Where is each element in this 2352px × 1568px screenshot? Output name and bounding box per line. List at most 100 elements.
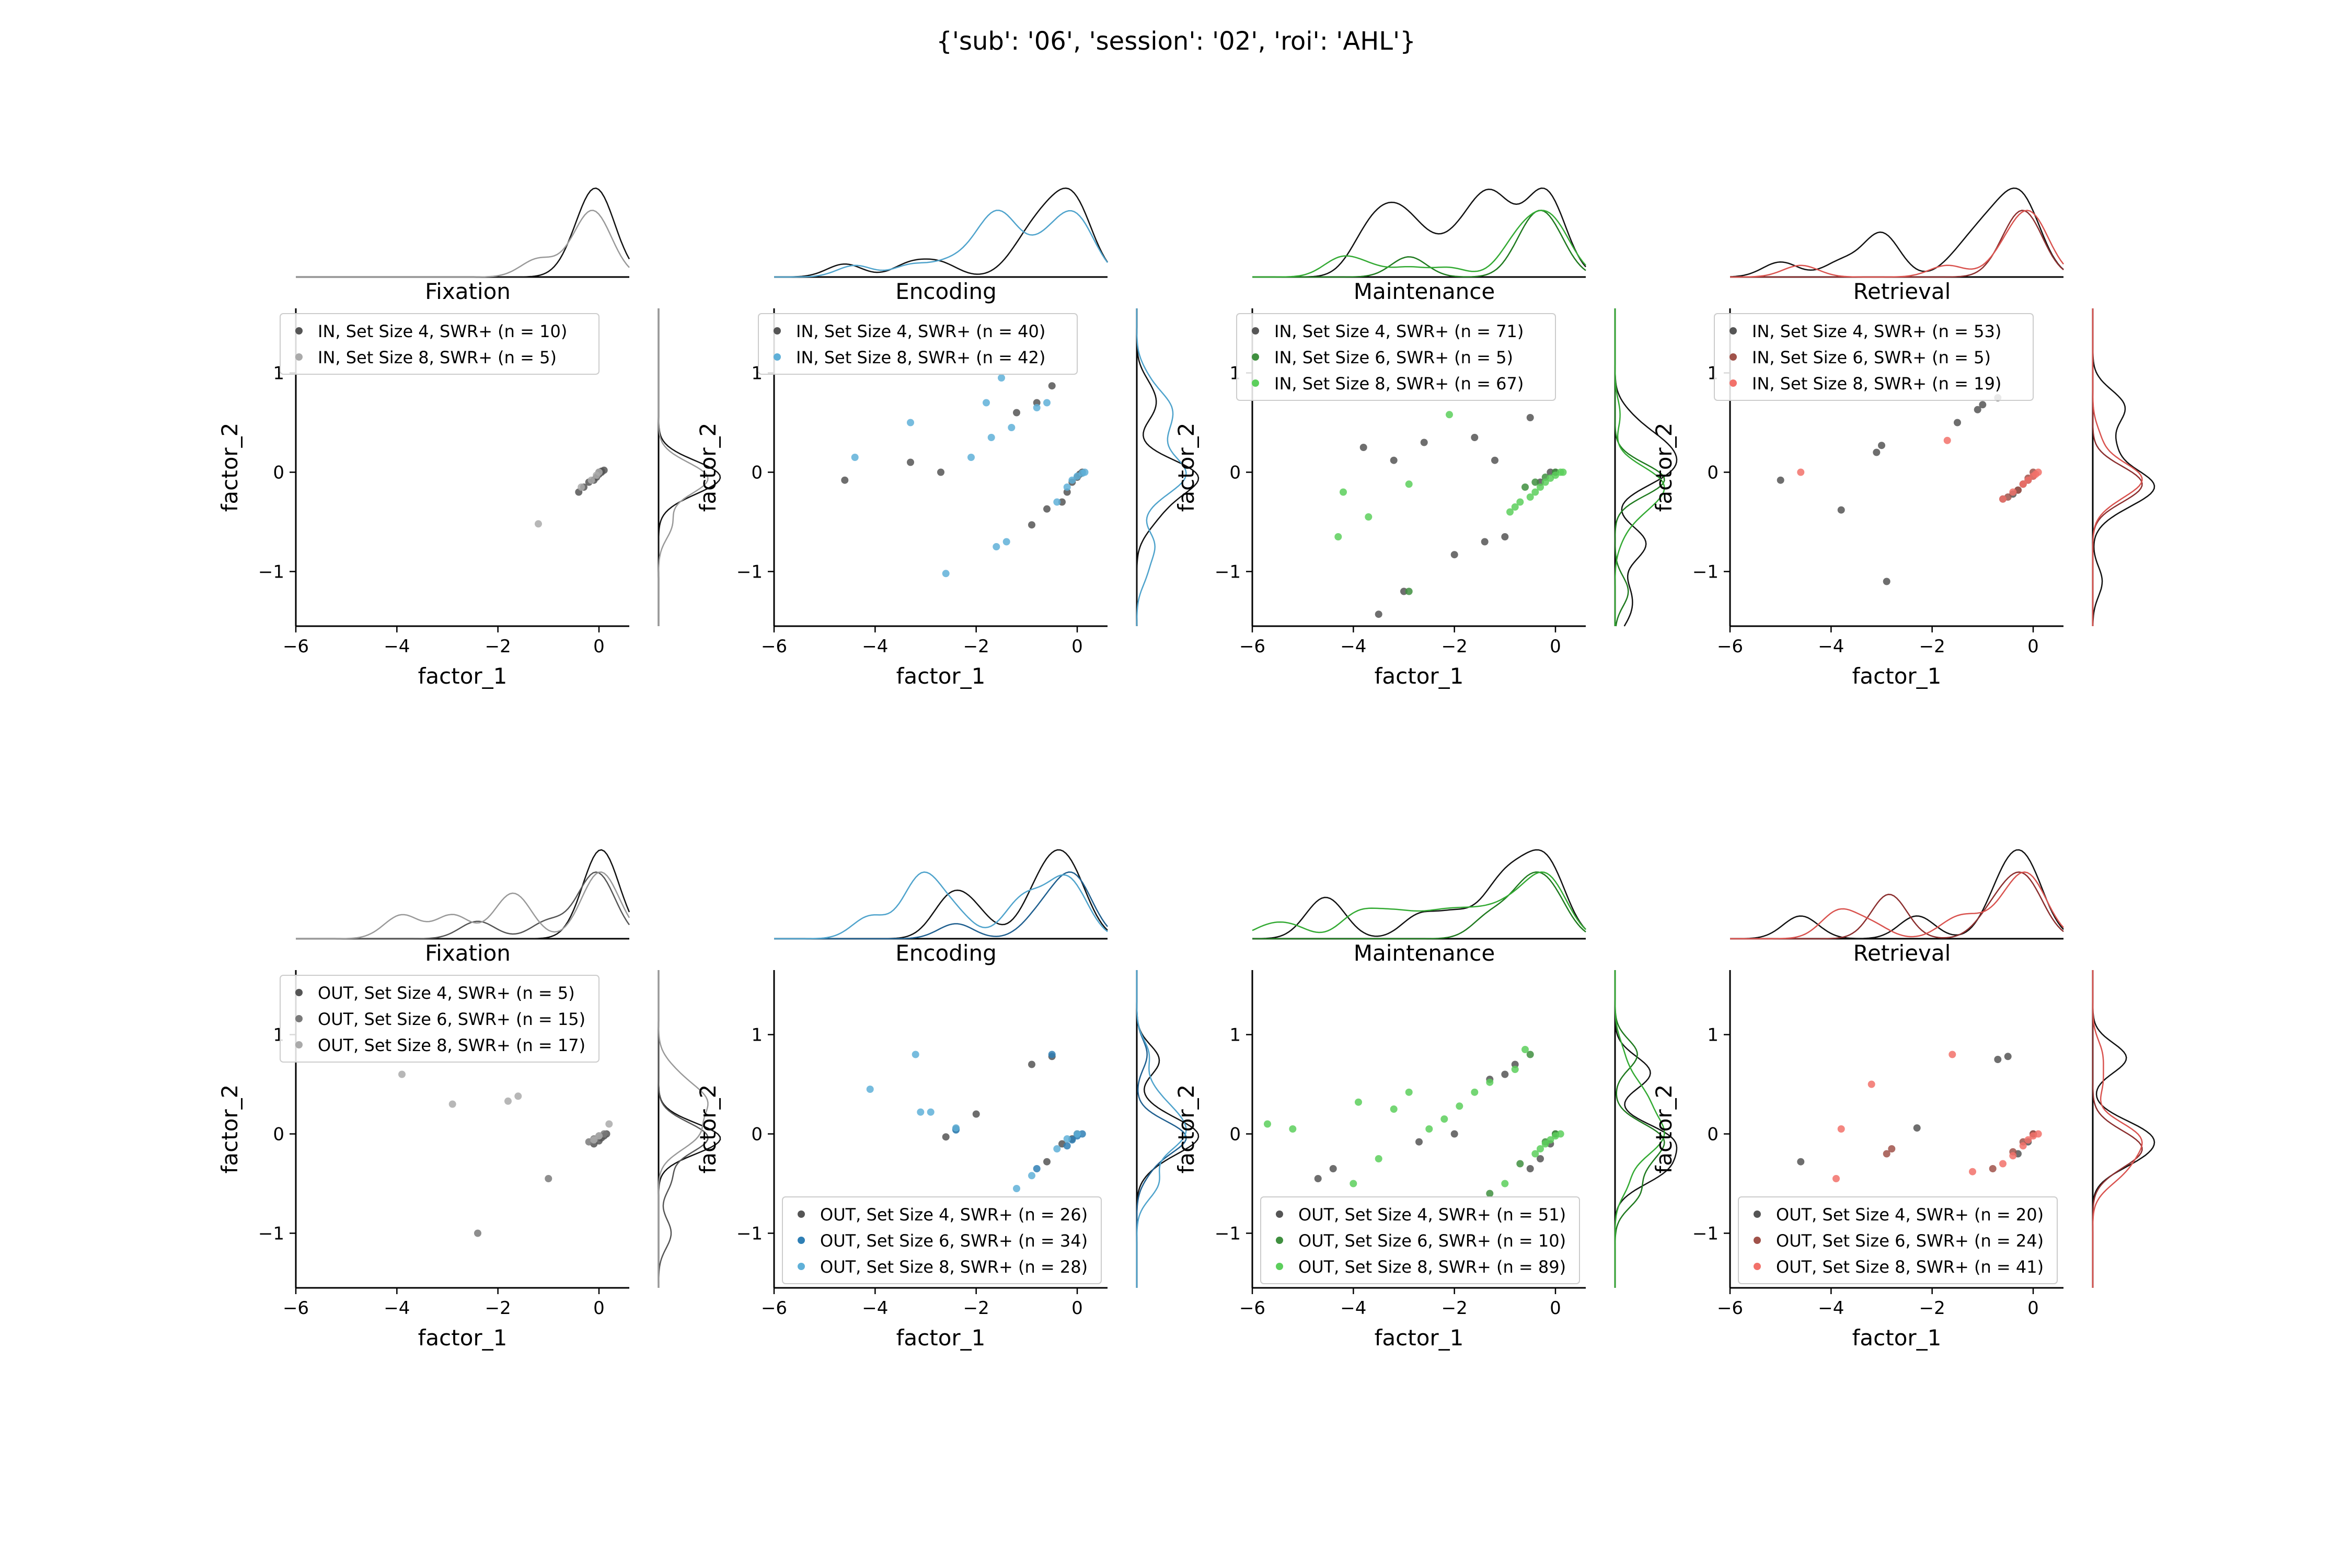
data-point [1511, 1066, 1519, 1073]
data-point [2009, 488, 2017, 496]
x-tick-label: −6 [761, 1298, 787, 1319]
data-point [1425, 1125, 1433, 1133]
y-axis-label: factor_2 [217, 423, 243, 512]
panel-title: Retrieval [1853, 940, 1951, 966]
data-point [1526, 414, 1534, 421]
legend-label: OUT, Set Size 6, SWR+ (n = 24) [1776, 1231, 2044, 1251]
data-point [2024, 1136, 2032, 1144]
legend-label: OUT, Set Size 6, SWR+ (n = 34) [820, 1231, 1088, 1251]
data-point [1008, 424, 1016, 431]
data-point [907, 458, 914, 466]
data-point [1390, 1105, 1398, 1113]
y-tick-label: 0 [1229, 1124, 1241, 1145]
x-tick-label: 0 [2027, 1298, 2039, 1319]
legend-marker [295, 353, 303, 361]
data-point [1063, 1135, 1071, 1143]
x-tick-label: −4 [1818, 636, 1844, 657]
data-point [398, 1070, 406, 1078]
data-point [1002, 538, 1010, 546]
data-point [545, 1175, 552, 1182]
legend-marker [798, 1263, 805, 1270]
data-point [1471, 434, 1479, 441]
x-tick-label: 0 [593, 636, 605, 657]
top-density-curve [1252, 871, 1586, 933]
data-point [1559, 468, 1567, 476]
x-tick-label: −6 [283, 1298, 309, 1319]
data-point [1289, 1125, 1297, 1133]
data-point [448, 1100, 456, 1108]
legend-label: OUT, Set Size 8, SWR+ (n = 89) [1298, 1257, 1566, 1277]
data-point [1053, 498, 1061, 506]
data-point [1078, 1130, 1086, 1138]
x-axis-label: factor_1 [418, 663, 508, 689]
data-point [1943, 436, 1951, 444]
y-tick-label: 0 [1707, 1124, 1719, 1145]
legend-marker [295, 989, 303, 996]
right-density-curve [658, 308, 709, 626]
legend-marker [774, 353, 781, 361]
data-point [474, 1229, 481, 1237]
legend-label: OUT, Set Size 8, SWR+ (n = 28) [820, 1257, 1088, 1277]
top-density-curve [1252, 849, 1586, 940]
data-point [972, 1110, 980, 1118]
legend-label: OUT, Set Size 8, SWR+ (n = 41) [1776, 1257, 2044, 1277]
x-tick-label: −6 [283, 636, 309, 657]
panel-title: Fixation [425, 279, 511, 304]
data-point [1883, 578, 1890, 585]
data-point [1074, 1130, 1081, 1138]
legend-marker [1276, 1237, 1283, 1244]
data-point [1537, 483, 1544, 491]
x-axis-label: factor_1 [896, 1325, 986, 1351]
legend-marker [1730, 327, 1737, 335]
data-point [1913, 1124, 1921, 1132]
x-axis-label: factor_1 [1852, 1325, 1942, 1351]
legend-label: IN, Set Size 4, SWR+ (n = 71) [1274, 321, 1524, 341]
panel-title: Maintenance [1354, 940, 1495, 966]
data-point [998, 374, 1005, 382]
y-tick-label: −1 [1692, 562, 1719, 583]
y-tick-label: 0 [1707, 463, 1719, 483]
top-density-curve [1252, 210, 1586, 278]
top-density-curve [1252, 871, 1586, 940]
data-point [1531, 478, 1539, 486]
data-point [1989, 1165, 1997, 1172]
data-point [578, 483, 585, 491]
data-point [1028, 521, 1035, 529]
data-point [504, 1097, 512, 1105]
y-axis-label: factor_2 [1173, 423, 1199, 512]
data-point [587, 476, 595, 484]
data-point [983, 399, 990, 407]
legend-label: OUT, Set Size 4, SWR+ (n = 51) [1298, 1205, 1566, 1225]
data-point [1456, 1102, 1463, 1110]
data-point [1053, 1145, 1061, 1152]
legend-label: IN, Set Size 4, SWR+ (n = 40) [796, 321, 1045, 341]
data-point [1365, 513, 1373, 521]
data-point [866, 1086, 874, 1093]
x-tick-label: 0 [1071, 1298, 1083, 1319]
data-point [841, 476, 849, 484]
x-tick-label: −4 [1818, 1298, 1844, 1319]
x-axis-label: factor_1 [418, 1325, 508, 1351]
data-point [1359, 444, 1367, 451]
x-tick-label: −4 [384, 636, 410, 657]
data-point [1547, 1136, 1554, 1144]
x-tick-label: −6 [1239, 636, 1265, 657]
data-point [993, 543, 1000, 550]
x-tick-label: −2 [963, 636, 989, 657]
data-point [1450, 1130, 1458, 1138]
top-density-curve [1730, 849, 2064, 940]
data-point [1797, 468, 1805, 476]
x-tick-label: −2 [485, 636, 511, 657]
data-point [1999, 1160, 2007, 1168]
data-point [1068, 476, 1076, 484]
x-axis-label: factor_1 [1852, 663, 1942, 689]
legend-marker [295, 1015, 303, 1022]
y-tick-label: 0 [1229, 463, 1241, 483]
data-point [1013, 1185, 1020, 1192]
right-density-curve [1614, 308, 1665, 626]
legend-label: IN, Set Size 8, SWR+ (n = 67) [1274, 374, 1524, 394]
data-point [1048, 1051, 1056, 1058]
x-axis-label: factor_1 [1375, 663, 1464, 689]
data-point [1033, 404, 1041, 411]
